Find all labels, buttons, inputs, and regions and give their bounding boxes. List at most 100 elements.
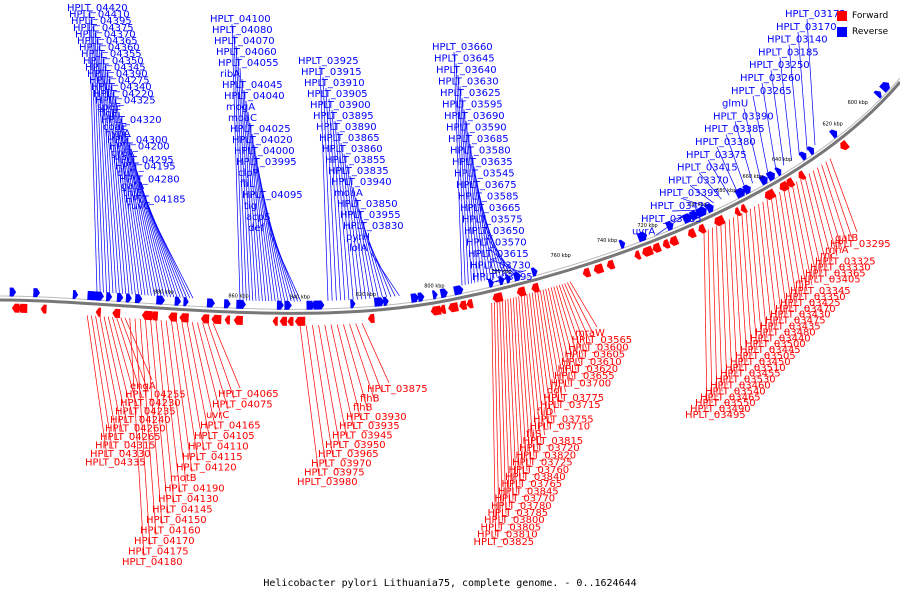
leader-line <box>821 164 848 244</box>
scale-tick-label: 740 kbp <box>597 238 617 244</box>
forward-gene-label: HPLT_03445 <box>740 345 801 356</box>
forward-gene-arrow <box>11 303 20 313</box>
forward-gene-arrow <box>211 314 222 325</box>
reverse-gene-arrow <box>183 297 189 307</box>
scale-tick-label: 620 kbp <box>822 122 842 128</box>
leader-line <box>176 321 199 462</box>
leader-line <box>829 158 858 233</box>
leader-line <box>766 199 783 321</box>
leader-line <box>120 317 148 389</box>
forward-gene-label: HPLT_03780 <box>491 501 552 512</box>
leader-line <box>467 132 485 281</box>
reverse-gene-arrow <box>439 288 448 299</box>
reverse-gene-label: HPLT_03545 <box>454 169 515 180</box>
leader-line <box>340 142 358 300</box>
forward-gene-label: HPLT_03935 <box>339 421 400 432</box>
reverse-gene-arrow <box>758 175 768 186</box>
forward-gene-label: HPLT_04120 <box>176 463 237 474</box>
forward-gene-label: HPLT_04150 <box>146 515 207 526</box>
leader-line <box>91 315 113 449</box>
leader-line <box>561 284 587 349</box>
leader-line <box>99 316 123 432</box>
leader-line <box>788 44 800 156</box>
reverse-gene-label: HPLT_04220 <box>93 89 154 100</box>
forward-gene-label: HPLT_03950 <box>325 440 386 451</box>
leader-line <box>94 32 107 293</box>
forward-gene-label: rnc <box>820 251 836 262</box>
forward-gene-label: HPLT_04110 <box>188 442 249 453</box>
forward-gene-arrow <box>593 263 605 274</box>
leader-line <box>134 318 151 546</box>
reverse-gene-arrow <box>236 299 246 309</box>
reverse-gene-label: HPLT_03860 <box>322 144 383 155</box>
reverse-gene-arrow <box>9 287 17 297</box>
gene-arrows <box>9 81 891 326</box>
leader-line <box>191 322 217 431</box>
leader-line <box>107 316 133 415</box>
reverse-gene-label: dut <box>117 168 134 179</box>
reverse-gene-arrow <box>382 296 389 306</box>
forward-gene-arrow <box>652 242 662 253</box>
leader-line <box>247 111 266 302</box>
leader-line <box>212 323 241 389</box>
leader-line <box>104 65 123 294</box>
leader-line <box>334 120 350 301</box>
reverse-gene-label: HPLT_04275 <box>89 76 150 87</box>
reverse-gene-arrow <box>765 171 775 182</box>
leader-line <box>556 285 580 364</box>
leader-line <box>489 258 520 273</box>
reverse-gene-label: HPLT_03650 <box>464 226 525 237</box>
scale-tick-label: 800 kbp <box>424 284 444 290</box>
forward-gene-label: HPLT_04315 <box>95 441 156 452</box>
forward-gene-arrow <box>531 282 541 293</box>
forward-gene-label: HPLT_04335 <box>85 458 146 469</box>
leader-line <box>171 320 193 473</box>
leader-line <box>494 302 500 529</box>
forward-gene-label: HPLT_03500 <box>745 339 806 350</box>
leader-line <box>553 286 577 371</box>
reverse-gene-arrow <box>681 213 692 224</box>
reverse-gene-label: HPLT_03690 <box>444 111 505 122</box>
leader-line <box>775 194 793 309</box>
leader-line <box>155 319 175 504</box>
forward-gene-arrow <box>459 300 468 311</box>
forward-gene-label: HPLT_03605 <box>565 350 626 361</box>
forward-gene-label: HPLT_03430 <box>770 310 831 321</box>
leader-line <box>743 108 761 180</box>
reverse-gene-label: HPLT_03575 <box>462 215 523 226</box>
leader-line <box>165 320 187 483</box>
forward-gene-label: HPLT_03775 <box>544 393 605 404</box>
forward-gene-arrow <box>740 203 748 214</box>
leader-line <box>521 295 535 457</box>
leader-line <box>453 51 463 286</box>
leader-line <box>319 65 329 301</box>
leader-line <box>346 164 367 299</box>
forward-gene-label: HPLT_03770 <box>495 494 556 505</box>
reverse-gene-label: HPLT_04355 <box>81 49 142 60</box>
reverse-gene-label: fliL <box>240 179 255 190</box>
leader-line <box>114 98 139 295</box>
reverse-gene-arrow <box>134 294 143 304</box>
reverse-gene-label: HPLT_03170 <box>776 22 837 33</box>
leader-line <box>207 322 235 399</box>
leader-line <box>712 227 718 398</box>
leader-line <box>720 223 728 386</box>
reverse-gene-arrow <box>417 292 425 302</box>
reverse-gene-label: HPLT_03940 <box>331 177 392 188</box>
leader-line <box>328 98 341 301</box>
reverse-gene-label: HPLT_04060 <box>216 47 277 58</box>
leader-line <box>202 322 229 410</box>
reverse-gene-label: HPLT_03185 <box>758 47 819 58</box>
reverse-gene-label: HPLT_03390 <box>713 111 774 122</box>
forward-gene-label: ddl <box>547 386 562 397</box>
reverse-gene-label: HPLT_04000 <box>234 146 295 157</box>
reverse-gene-label: greA <box>111 148 134 159</box>
scale-tick-label: 840 kbp <box>290 294 310 300</box>
reverse-gene-label: HPLT_04395 <box>71 16 132 27</box>
reverse-gene-label: HPLT_03685 <box>448 134 509 145</box>
leader-line <box>305 325 327 467</box>
reverse-gene-label: HPLT_03910 <box>304 78 365 89</box>
reverse-gene-label: HPLT_03570 <box>466 238 527 249</box>
leader-line <box>245 100 263 302</box>
